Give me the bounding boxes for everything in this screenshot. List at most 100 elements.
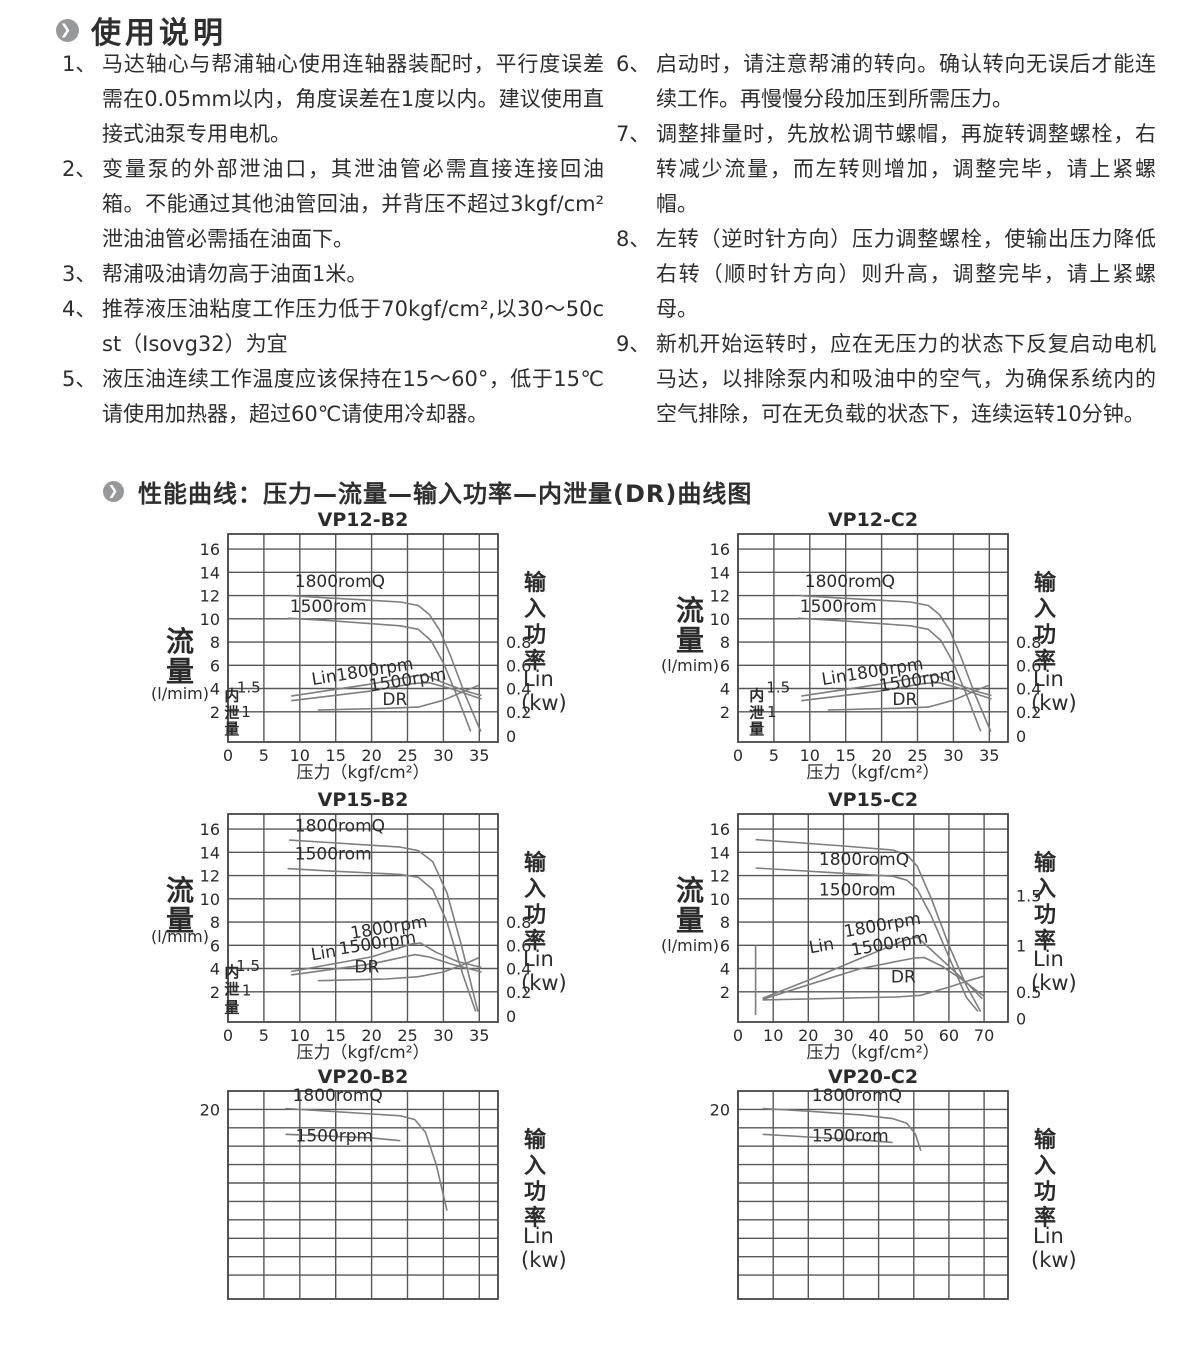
x-axis-tick-label: 35	[469, 746, 489, 765]
x-axis-tick-label: 40	[868, 1026, 888, 1045]
series-flow-1500rpm	[797, 617, 982, 732]
item-number: 1、	[62, 52, 97, 76]
instruction-item: 9、 新机开始运转时，应在无压力的状态下反复启动电机马达，以排除泵内和吸油中的空气…	[616, 327, 1156, 432]
y-axis-tick-label: 4	[720, 960, 730, 979]
series-drain-DR	[827, 684, 990, 711]
item-number: 3、	[62, 262, 97, 286]
series-label-drain-DR: DR	[354, 958, 379, 978]
drain-axis-label: 量	[224, 999, 239, 1017]
series-label-flow-1800rpm: 1800romQ	[812, 1086, 902, 1106]
series-label-drain-DR: DR	[891, 968, 916, 988]
flow-axis-label: 量	[166, 655, 194, 688]
series-power-1500rpm	[762, 956, 985, 1001]
power-axis-label: 入	[1034, 1154, 1056, 1179]
chart-title: VP20-C2	[828, 1066, 918, 1088]
item-text: 新机开始运转时，应在无压力的状态下反复启动电机马达，以排除泵内和吸油中的空气，为…	[656, 332, 1156, 426]
y-axis-tick-label: 10	[200, 610, 220, 629]
series-label-flow-1800rpm: 1800romQ	[805, 572, 895, 592]
x-axis-tick-label: 10	[800, 746, 820, 765]
power-axis-label: 功	[1034, 623, 1056, 648]
chart-vp15-c2: VP15-C2 16 14 12 10 8 6 4 2 1.5 1 0.5 0 0 10 20 30 40 50 60…	[660, 788, 1130, 1068]
power-axis-unit: (kw)	[521, 971, 567, 995]
drain-axis-tick-label: 1.5	[766, 678, 790, 696]
x-axis-tick-label: 15	[326, 1026, 346, 1045]
right-axis-tick-label: 0.2	[506, 983, 531, 1002]
series-flow-1800rpm	[798, 594, 992, 732]
x-axis-tick-label: 30	[833, 1026, 853, 1045]
power-axis-label: 率	[524, 648, 546, 674]
x-axis-tick-label: 20	[361, 1026, 381, 1045]
series-label-drain-DR: DR	[892, 690, 917, 710]
y-axis-tick-label: 20	[200, 1100, 220, 1119]
power-axis-label: 输	[1034, 570, 1057, 596]
y-axis-tick-label: 8	[720, 913, 730, 932]
x-axis-tick-label: 15	[326, 746, 346, 765]
item-text: 变量泵的外部泄油口，其泄油管必需直接连接回油箱。不能通过其他油管回油，并背压不超…	[102, 157, 604, 251]
series-flow-1500rpm	[285, 1133, 401, 1142]
series-drain-DR	[762, 975, 985, 1001]
right-axis-tick-label: 0.4	[506, 960, 531, 979]
series-label-flow-1800rpm: 1800romQ	[295, 572, 385, 592]
instruction-item: 4、 推荐液压油粘度工作压力低于70kgf/cm²,以30～50cst（Isovg…	[62, 292, 604, 362]
section-bullet-icon: ❯	[103, 481, 124, 502]
y-axis-tick-label: 12	[200, 867, 220, 886]
x-axis-label: 压力（kgf/cm²）	[806, 1043, 939, 1063]
right-axis-tick-label: 0.4	[506, 680, 531, 699]
power-axis-label: 率	[1034, 648, 1056, 674]
series-label-flow-1800rpm: 1800romQ	[295, 816, 385, 836]
x-axis-tick-label: 0	[223, 746, 233, 765]
item-number: 9、	[616, 332, 651, 356]
power-axis-label: 功	[524, 1180, 546, 1205]
usage-column-left: 1、 马达轴心与帮浦轴心使用连轴器装配时，平行度误差需在0.05mm以内，角度误差…	[62, 47, 604, 432]
drain-axis-tick-label: 1.5	[237, 678, 261, 696]
item-text: 帮浦吸油请勿高于油面1米。	[102, 262, 368, 286]
right-axis-tick-label: 1	[1016, 936, 1026, 955]
chart-title: VP12-B2	[318, 509, 409, 531]
power-axis-label: 入	[524, 877, 546, 902]
y-axis-tick-label: 4	[210, 960, 220, 979]
y-axis-tick-label: 6	[210, 936, 220, 955]
power-axis-label: 功	[524, 903, 546, 928]
y-axis-tick-label: 14	[710, 563, 730, 582]
right-axis-tick-label: 0.8	[1016, 633, 1041, 652]
power-axis-label: 输	[1034, 1127, 1057, 1153]
drain-axis-label: 泄	[224, 704, 239, 722]
chart-svg-vp12-c2: VP12-C2 16 14 12 10 8 6 4 2 0.8 0.6 0.4 0.2 0 0 5 10 15 20…	[661, 509, 1077, 783]
series-flow-1500rpm	[287, 617, 472, 732]
chart-vp12-b2: VP12-B2 16 14 12 10 8 6 4 2 0.8 0.6 0.4 0.2 0 0 5 10 15 20…	[150, 508, 620, 788]
flow-axis-label: 量	[676, 624, 704, 657]
section-bullet-icon: ❯	[56, 18, 79, 42]
right-axis-tick-label: 0.4	[1016, 680, 1041, 699]
series-label-flow-1500rpm: 1500rom	[295, 844, 372, 864]
power-axis-label: 功	[1034, 1180, 1056, 1205]
item-text: 推荐液压油粘度工作压力低于70kgf/cm²,以30～50cst（Isovg32…	[102, 297, 604, 356]
series-flow-1800rpm	[755, 838, 982, 1012]
y-axis-tick-label: 6	[210, 656, 220, 675]
usage-section-header: ❯ 使用说明	[56, 8, 227, 52]
series-flow-1800rpm	[288, 594, 482, 732]
power-axis-unit: (kw)	[1031, 1248, 1077, 1272]
item-text: 启动时，请注意帮浦的转向。确认转向无误后才能连续工作。再慢慢分段加压到所需压力。	[656, 52, 1156, 111]
power-axis-label: 功	[524, 623, 546, 648]
x-axis-tick-label: 20	[361, 746, 381, 765]
series-power-1500rpm	[291, 681, 482, 702]
item-text: 马达轴心与帮浦轴心使用连轴器装配时，平行度误差需在0.05mm以内，角度误差在1…	[102, 52, 604, 146]
x-axis-tick-label: 20	[798, 1026, 818, 1045]
series-label-power-1800rpm: Lin	[807, 934, 835, 958]
y-axis-tick-label: 6	[720, 656, 730, 675]
chart-vp15-b2: VP15-B2 16 14 12 10 8 6 4 2 0.8 0.6 0.4 0.2 0 0 5 10 15 20…	[150, 788, 620, 1068]
power-axis-label: 输	[524, 1127, 547, 1153]
x-axis-tick-label: 50	[904, 1026, 924, 1045]
y-axis-tick-label: 4	[210, 680, 220, 699]
series-label-flow-1500rpm: 1500rom	[819, 880, 896, 900]
item-text: 左转（逆时针方向）压力调整螺栓，使输出压力降低右转（顺时针方向）则升高，调整完毕…	[656, 227, 1156, 321]
series-power-1800rpm	[291, 942, 482, 973]
chart-vp12-c2: VP12-C2 16 14 12 10 8 6 4 2 0.8 0.6 0.4 0.2 0 0 5 10 15 20…	[660, 508, 1130, 788]
chart-title: VP15-B2	[318, 789, 409, 811]
right-axis-tick-label: 0	[1016, 727, 1026, 746]
series-label-flow-1800rpm: 1800romQ	[293, 1086, 383, 1106]
drain-axis-label: 内	[224, 687, 239, 705]
series-label-drain-DR: DR	[382, 690, 407, 710]
drain-axis-tick-label: 1.5	[236, 957, 260, 975]
